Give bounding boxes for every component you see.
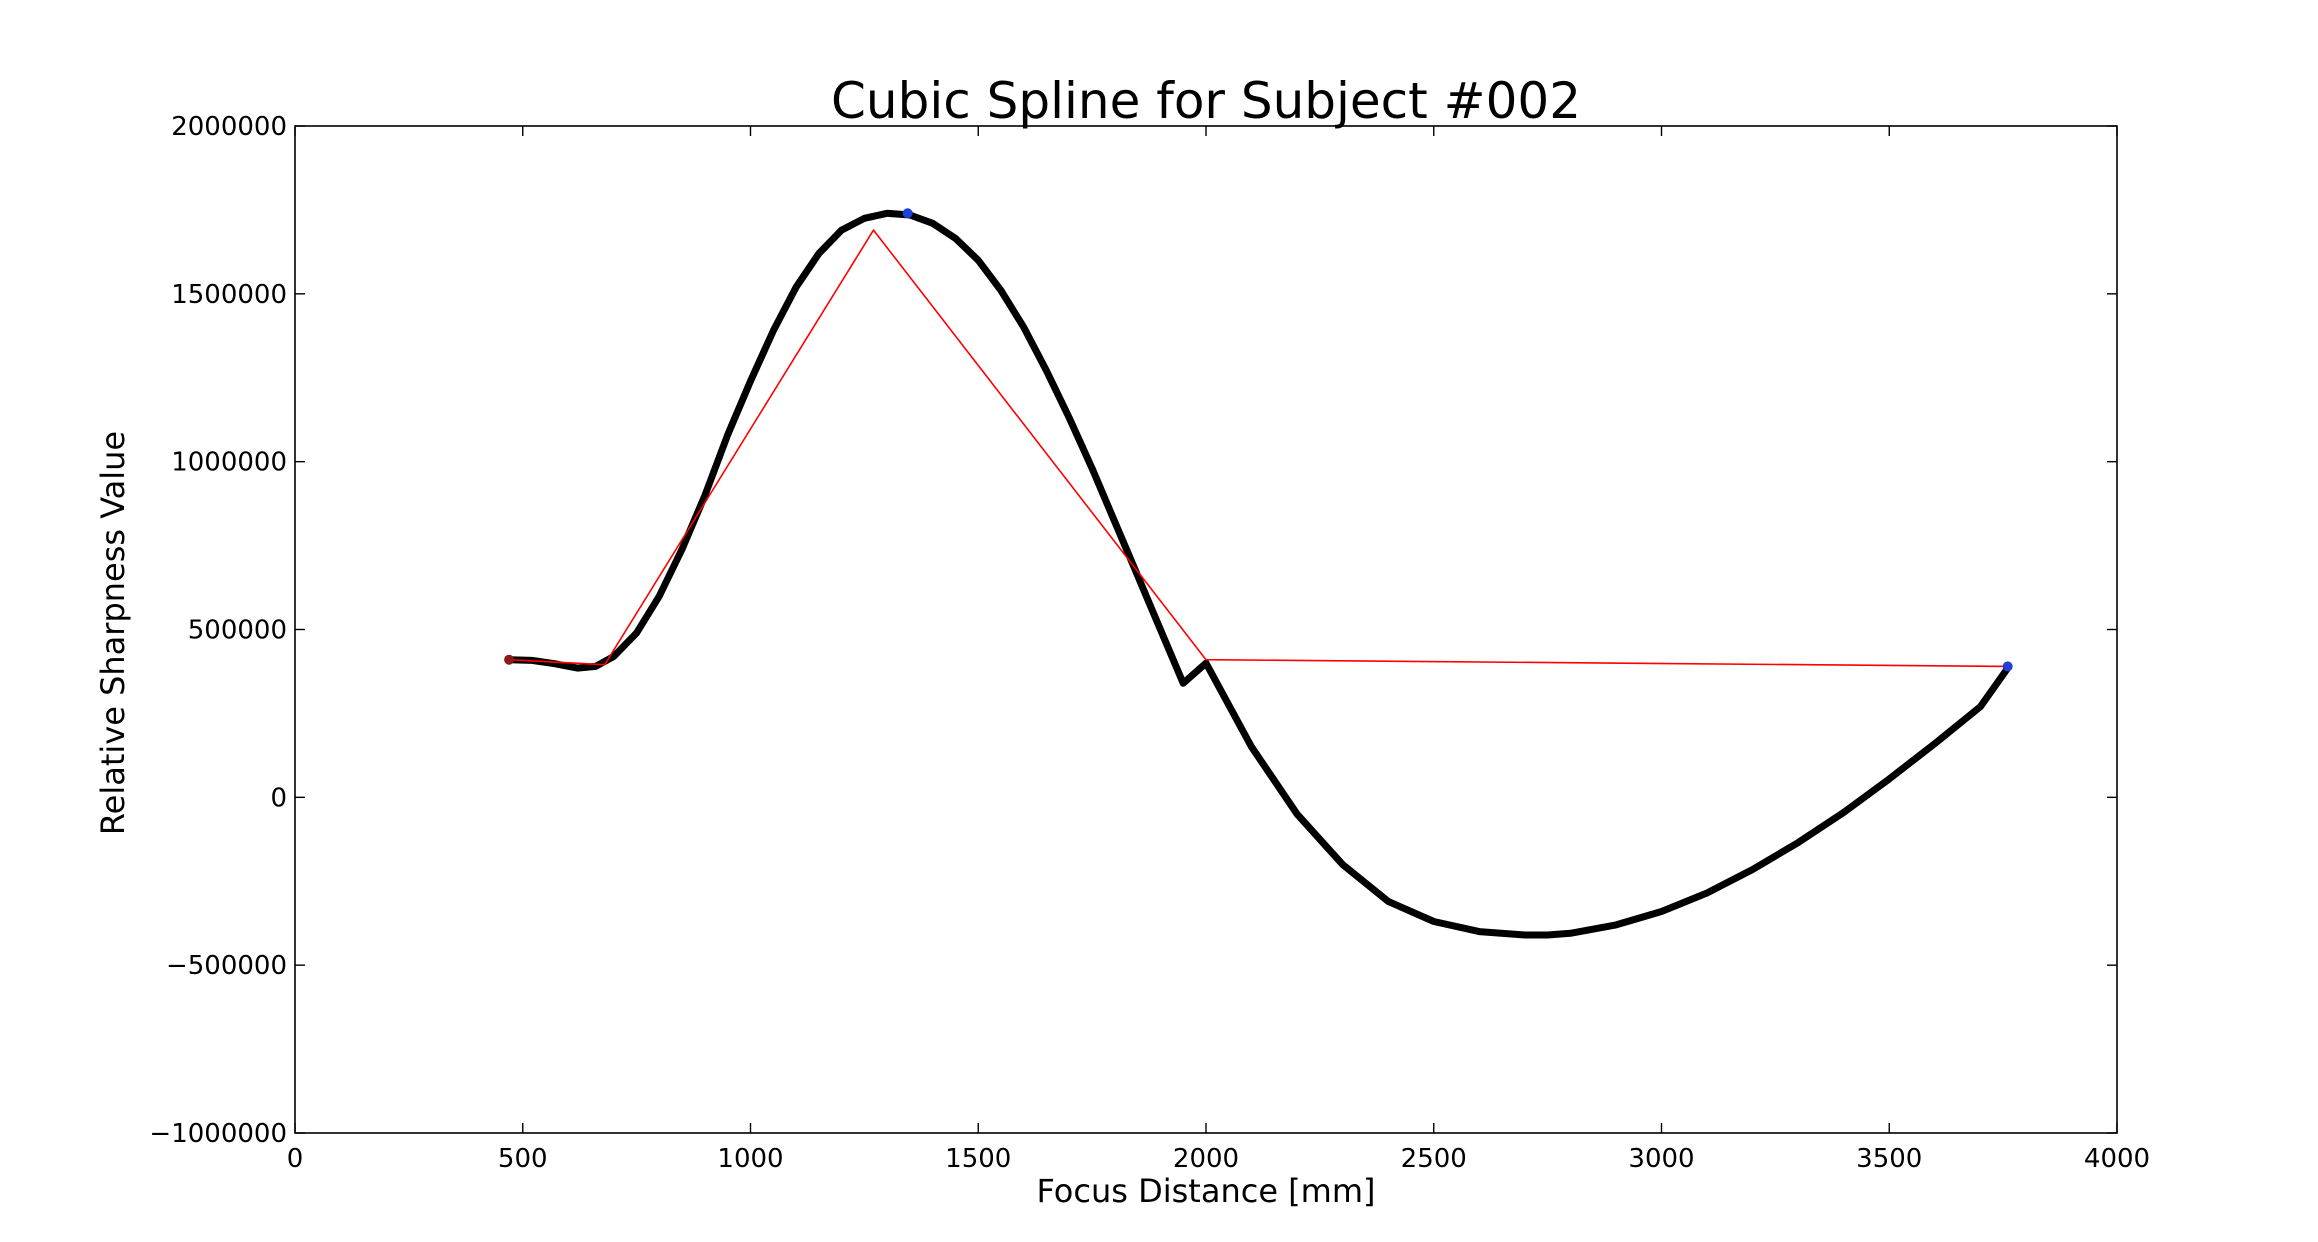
plot-frame [294, 125, 2118, 1134]
x-tick-label: 500 [498, 1144, 548, 1174]
x-tick-label: 2500 [1401, 1144, 1467, 1174]
y-tick-label: 0 [270, 783, 287, 813]
y-tick-label: −1000000 [149, 1119, 287, 1149]
data-point [2002, 661, 2013, 672]
chart-title: Cubic Spline for Subject #002 [831, 72, 1581, 130]
x-tick-label: 1000 [717, 1144, 783, 1174]
data-point [902, 208, 913, 219]
y-tick-label: 1000000 [171, 448, 287, 478]
x-axis-title: Focus Distance [mm] [1037, 1172, 1376, 1210]
y-axis-title: Relative Sharpness Value [94, 431, 132, 835]
y-tick-label: −500000 [166, 951, 287, 981]
x-tick-label: 0 [287, 1144, 304, 1174]
plot-area [504, 208, 2013, 939]
axis-ticks: 0 500 1000 1500 2000 2500 3000 3500 4000 −1000000… [149, 112, 2150, 1174]
data-point [504, 654, 515, 665]
y-tick-label: 500000 [188, 616, 287, 646]
x-tick-label: 2000 [1173, 1144, 1239, 1174]
x-tick-label: 4000 [2084, 1144, 2150, 1174]
series-line-polyline [508, 229, 2009, 668]
x-tick-label: 1500 [945, 1144, 1011, 1174]
y-tick-label: 1500000 [171, 280, 287, 310]
x-tick-label: 3000 [1628, 1144, 1694, 1174]
series-line-spline [505, 209, 2012, 939]
x-tick-label: 3500 [1856, 1144, 1922, 1174]
y-tick-label: 2000000 [171, 112, 287, 142]
